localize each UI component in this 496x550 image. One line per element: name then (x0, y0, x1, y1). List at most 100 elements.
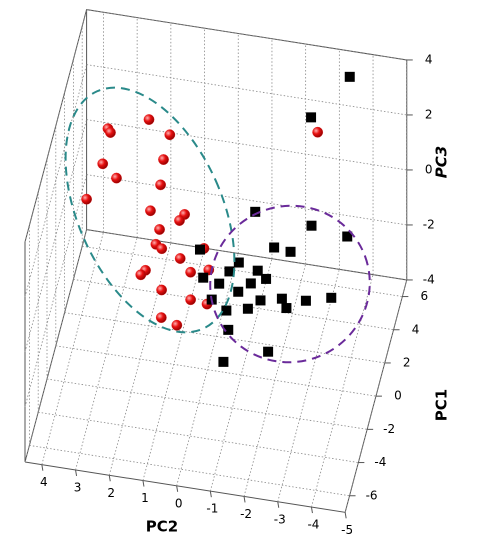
point (171, 319, 183, 331)
y-tick-label: -4 (374, 455, 386, 469)
tick-mark (176, 485, 179, 492)
grid-line (24, 9, 87, 243)
point (221, 305, 232, 316)
point (344, 71, 355, 82)
tick-mark (142, 480, 145, 487)
grid-line (24, 174, 87, 408)
grid-line (64, 312, 385, 364)
point (156, 243, 168, 255)
grid-line (86, 64, 407, 116)
point (242, 303, 253, 314)
point (185, 294, 196, 306)
point (185, 266, 196, 278)
point (198, 272, 209, 283)
tick-mark (41, 464, 44, 471)
point (194, 244, 205, 255)
x-tick-label: 1 (141, 491, 149, 505)
point (214, 278, 225, 289)
point (143, 114, 155, 125)
point (145, 205, 156, 217)
point (263, 346, 274, 357)
point (281, 303, 292, 314)
point (252, 265, 263, 276)
z-tick-label: -2 (423, 217, 435, 231)
point (269, 242, 280, 253)
point (233, 257, 244, 268)
x-tick-label: -5 (341, 523, 353, 537)
x-tick-label: 3 (74, 480, 82, 494)
point (164, 129, 176, 141)
grid-line (86, 119, 407, 171)
point (224, 266, 235, 277)
point (135, 269, 147, 281)
point (174, 215, 185, 226)
tick-mark (344, 512, 347, 519)
grid-line (24, 229, 87, 463)
point (312, 126, 323, 138)
grid-line (82, 245, 403, 297)
point (300, 295, 311, 306)
point (105, 127, 116, 138)
grid-line (46, 378, 368, 430)
point (255, 295, 266, 306)
grid-line (75, 237, 138, 471)
x-tick-label: 0 (175, 496, 183, 510)
z-tick-label: -4 (423, 272, 435, 286)
grid-line (86, 174, 407, 226)
y-tick-label: 6 (421, 289, 429, 303)
point (233, 286, 244, 297)
point (158, 154, 169, 165)
grid-line (24, 64, 87, 298)
y-tick-label: 2 (403, 355, 411, 369)
cluster-ellipse (64, 86, 236, 334)
point (306, 112, 317, 123)
grid-line (73, 279, 394, 331)
point (97, 158, 109, 170)
point (261, 273, 272, 284)
grid-line (55, 345, 377, 397)
grid-line (176, 253, 239, 486)
cluster-ellipse (209, 204, 371, 364)
z-tick-label: 2 (425, 107, 433, 121)
x-tick-label: -1 (206, 502, 218, 516)
y-tick-label: -2 (383, 422, 395, 436)
y-tick-label: -6 (366, 488, 378, 502)
x-tick-label: -4 (307, 518, 319, 532)
tick-mark (277, 501, 280, 508)
point (223, 324, 234, 335)
point (155, 179, 166, 191)
point (250, 206, 261, 217)
x-axis-title: PC2 (146, 518, 178, 536)
grid-line (86, 9, 407, 61)
grid-line (86, 229, 407, 281)
z-tick-label: 0 (425, 162, 433, 176)
point (342, 231, 353, 242)
point (285, 246, 296, 257)
grid-line (38, 411, 359, 463)
point (245, 278, 256, 289)
grid-line (41, 232, 104, 465)
x-tick-label: -2 (240, 507, 252, 521)
point (154, 224, 165, 235)
point (306, 220, 317, 231)
x-tick-label: 2 (107, 486, 115, 500)
points (81, 71, 355, 367)
tick-mark (209, 491, 212, 498)
z-axis-title: PC3 (433, 146, 451, 178)
tick-mark (108, 475, 111, 482)
grid-line (311, 274, 374, 508)
tick-mark (310, 506, 313, 514)
point (276, 293, 287, 304)
axes-box: 4 3 2 1 0 -1 -2 -3 -4 -5 -6 -4 -2 0 2 4 6 -4 -2 0 2 4 (24, 9, 435, 537)
tick-mark (243, 496, 246, 503)
point (326, 292, 337, 303)
point (81, 193, 92, 205)
point (174, 253, 186, 264)
x-tick-label: 4 (40, 475, 48, 489)
point (155, 312, 167, 323)
point (218, 356, 229, 367)
y-axis-title: PC1 (433, 389, 451, 421)
z-tick-label: 4 (425, 52, 433, 66)
point (111, 172, 122, 184)
